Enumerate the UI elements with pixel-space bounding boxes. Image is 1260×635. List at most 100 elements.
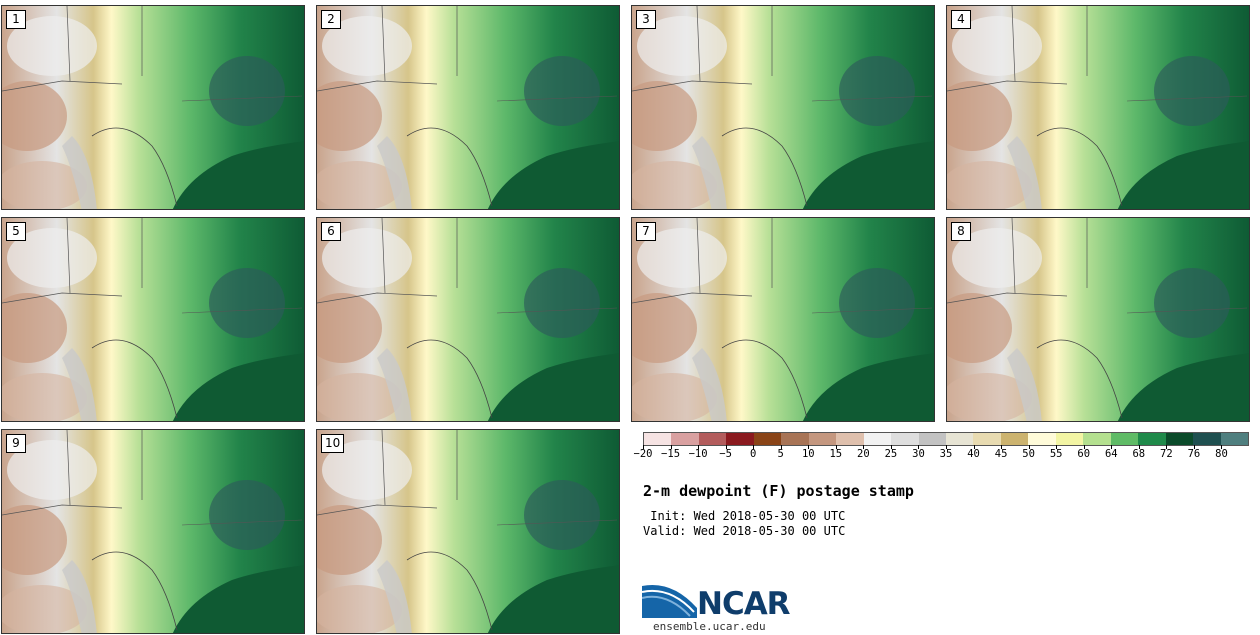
colorbar-tick-label: 68 [1132,448,1146,460]
colorbar-tick-label: 30 [912,448,925,460]
dewpoint-map-panel: 9 [1,429,305,634]
colorbar-swatch [1193,433,1221,445]
colorbar-tick-label: 55 [1049,448,1063,460]
map-image [2,430,304,633]
colorbar-swatch [808,433,837,445]
member-number-label: 4 [951,10,971,29]
colorbar-swatch [1083,433,1111,445]
colorbar-tick-label: −20 [633,448,653,460]
map-image [632,6,934,209]
colorbar-tick-mark [1138,445,1140,449]
map-image [632,218,934,421]
colorbar-tick-mark [973,445,975,449]
map-image [2,6,304,209]
colorbar-swatch [1055,433,1084,445]
dewpoint-map-panel: 4 [946,5,1250,210]
member-number-label: 3 [636,10,656,29]
init-time: Init: Wed 2018-05-30 00 UTC [643,509,846,523]
map-image [317,6,619,209]
valid-time: Valid: Wed 2018-05-30 00 UTC [643,524,846,538]
colorbar-tick-mark [1166,445,1168,449]
colorbar-swatch [918,433,946,445]
ncar-logo [642,584,697,618]
colorbar-tick-label: 60 [1077,448,1091,460]
colorbar-swatch [863,433,892,445]
colorbar-tick-mark [918,445,920,449]
colorbar-tick-mark [1083,445,1085,449]
dewpoint-map-panel: 6 [316,217,620,422]
dewpoint-map-panel: 3 [631,5,935,210]
colorbar-tick-mark [1028,445,1030,449]
site-url: ensemble.ucar.edu [653,620,766,633]
dewpoint-map-panel: 7 [631,217,935,422]
colorbar-tick-label: 80 [1215,448,1228,460]
colorbar-swatch [644,433,672,445]
colorbar-tick-mark [780,445,782,449]
colorbar-tick-mark [863,445,865,449]
colorbar-swatch [1138,433,1166,445]
colorbar-tick-mark [725,445,727,449]
colorbar-tick-mark [890,445,892,449]
dewpoint-map-panel: 8 [946,217,1250,422]
colorbar-tick-mark [698,445,700,449]
colorbar-swatch [891,433,919,445]
colorbar-tick-mark [835,445,837,449]
colorbar-tick-label: 64 [1104,448,1118,460]
member-number-label: 10 [321,434,345,453]
colorbar-tick-mark [753,445,755,449]
member-number-label: 2 [321,10,341,29]
colorbar-tick-mark [670,445,672,449]
colorbar-tick-label: 5 [777,448,784,460]
colorbar-swatch [726,433,754,445]
member-number-label: 1 [6,10,26,29]
map-image [317,218,619,421]
colorbar-swatch [973,433,1001,445]
colorbar-swatch [1220,433,1248,445]
colorbar-swatch [1110,433,1139,445]
colorbar-tick-mark [946,445,947,449]
colorbar-tick-mark [808,445,810,449]
member-number-label: 7 [636,222,656,241]
colorbar-tick-label: 35 [939,448,953,460]
colorbar-tick-label: 20 [857,448,870,460]
logo-text: NCAR [697,586,791,622]
colorbar-tick-label: −10 [688,448,708,460]
colorbar-tick-mark [1221,445,1223,449]
colorbar-swatch [1000,433,1029,445]
dewpoint-map-panel: 5 [1,217,305,422]
colorbar [643,432,1249,446]
dewpoint-map-panel: 2 [316,5,620,210]
colorbar-swatch [1028,433,1056,445]
colorbar-tick-label: 76 [1187,448,1201,460]
colorbar-tick-label: 45 [994,448,1008,460]
member-number-label: 6 [321,222,341,241]
colorbar-tick-label: −15 [661,448,681,460]
colorbar-tick-label: 50 [1022,448,1035,460]
colorbar-swatch [1165,433,1194,445]
colorbar-tick-label: 40 [967,448,980,460]
colorbar-swatch [781,433,809,445]
colorbar-tick-mark [643,445,644,449]
colorbar-swatch [698,433,727,445]
member-number-label: 9 [6,434,26,453]
colorbar-tick-label: 15 [829,448,843,460]
member-number-label: 5 [6,222,26,241]
colorbar-tick-mark [1056,445,1058,449]
dewpoint-map-panel: 10 [316,429,620,634]
colorbar-tick-mark [1193,445,1195,449]
colorbar-tick-mark [1001,445,1003,449]
map-image [947,218,1249,421]
map-image [2,218,304,421]
colorbar-tick-label: 10 [801,448,815,460]
colorbar-ticks: −20 −15 −10 −5 0 5 10 15 20 25 30 35 40 45 50 55 60 64 68 7… [634,445,1249,468]
colorbar-tick-label: 72 [1160,448,1173,460]
map-image [317,430,619,633]
colorbar-tick-mark [1111,445,1113,449]
colorbar-tick-label: −5 [719,448,732,460]
colorbar-swatch [753,433,782,445]
map-image [947,6,1249,209]
colorbar-swatch [836,433,864,445]
colorbar-swatch [671,433,699,445]
figure-title: 2-m dewpoint (F) postage stamp [643,482,914,500]
colorbar-swatch [945,433,974,445]
